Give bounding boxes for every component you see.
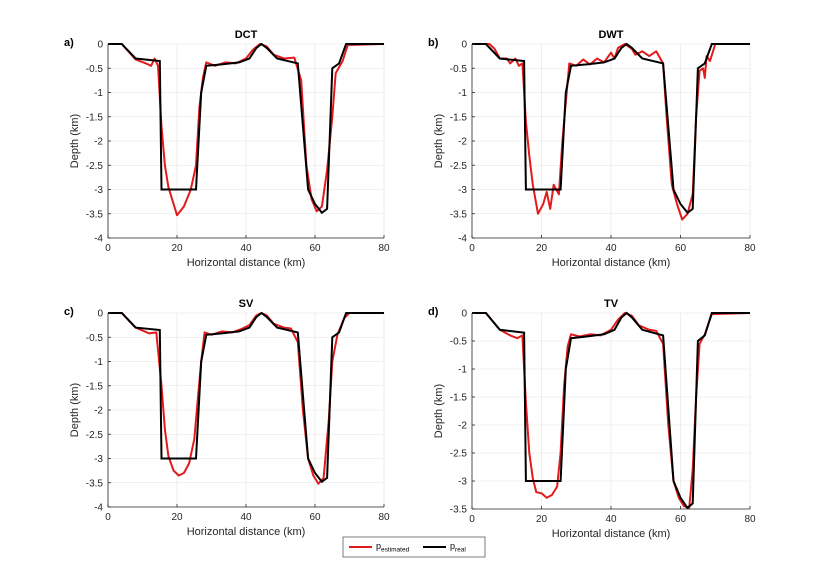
panel-label: c): [64, 306, 74, 318]
y-tick-label: 0: [461, 309, 467, 320]
panel-title: SV: [239, 298, 254, 310]
y-tick-label: -3: [94, 185, 103, 196]
y-tick-label: -2: [94, 406, 103, 417]
x-axis-label: Horizontal distance (km): [187, 257, 306, 269]
panel-label: b): [428, 37, 439, 49]
y-tick-label: -3: [458, 185, 467, 196]
x-tick-label: 20: [171, 243, 183, 254]
y-tick-label: -1.5: [86, 381, 104, 392]
panel-label: a): [64, 37, 74, 49]
x-tick-label: 60: [309, 243, 321, 254]
y-tick-label: -0.5: [86, 64, 104, 75]
panel-title: DWT: [598, 29, 623, 41]
y-tick-label: 0: [461, 40, 467, 51]
x-tick-label: 80: [378, 512, 390, 523]
x-axis-label: Horizontal distance (km): [552, 257, 671, 269]
y-tick-label: -0.5: [86, 333, 104, 344]
panel-label: d): [428, 306, 439, 318]
x-tick-label: 60: [675, 243, 687, 254]
y-tick-label: -1.5: [450, 393, 468, 404]
x-tick-label: 80: [744, 514, 756, 525]
x-tick-label: 60: [309, 512, 321, 523]
x-tick-label: 80: [744, 243, 756, 254]
y-tick-label: -1: [94, 357, 103, 368]
y-tick-label: -2.5: [450, 449, 468, 460]
y-tick-label: -1.5: [86, 112, 104, 123]
y-tick-label: -1: [458, 365, 467, 376]
x-tick-label: 80: [378, 243, 390, 254]
panel-tv: 0 20 40 60 80 0 -0.5 -1 -1.5 -2 -2.5 -3 -3.5 Horizont…: [428, 298, 756, 540]
y-tick-label: -2: [458, 137, 467, 148]
y-tick-label: -4: [94, 503, 103, 514]
x-tick-label: 40: [605, 514, 617, 525]
x-axis-label: Horizontal distance (km): [187, 526, 306, 538]
series-real: [108, 311, 384, 484]
y-tick-label: -4: [458, 234, 467, 245]
x-tick-label: 0: [469, 243, 475, 254]
y-tick-label: -2: [458, 421, 467, 432]
legend-box: [342, 536, 486, 558]
series-real: [108, 42, 384, 215]
panels-container: 0 20 40 60 80 0 -0.5 -1 -1.5 -2 -2.5 -3 -3.5 -4 Horizo…: [64, 29, 756, 540]
x-axis-label: Horizontal distance (km): [552, 528, 671, 540]
series-real: [472, 311, 750, 510]
y-tick-label: -0.5: [450, 64, 468, 75]
x-tick-label: 0: [105, 243, 111, 254]
legend: pestimated preal: [342, 536, 486, 558]
panel-title: TV: [604, 298, 619, 310]
x-tick-label: 0: [105, 512, 111, 523]
x-tick-label: 40: [240, 512, 252, 523]
y-axis-label: Depth (km): [433, 114, 445, 168]
series-real: [472, 42, 750, 215]
panel-dwt: 0 20 40 60 80 0 -0.5 -1 -1.5 -2 -2.5 -3 -3.5 -4 Horizo…: [428, 29, 756, 269]
x-tick-label: 20: [536, 243, 548, 254]
panel-sv: 0 20 40 60 80 0 -0.5 -1 -1.5 -2 -2.5 -3 -3.5 -4 Horizo…: [64, 298, 390, 538]
y-axis-label: Depth (km): [69, 383, 81, 437]
y-tick-label: -3: [94, 454, 103, 465]
y-tick-label: -1.5: [450, 112, 468, 123]
x-tick-label: 40: [605, 243, 617, 254]
legend-label-estimated: pestimated: [376, 541, 410, 554]
y-tick-label: -3.5: [450, 505, 468, 516]
y-tick-label: -2.5: [86, 161, 104, 172]
y-axis-label: Depth (km): [433, 384, 445, 438]
y-tick-label: 0: [97, 40, 103, 51]
y-tick-label: -1: [458, 88, 467, 99]
y-tick-label: -2.5: [86, 430, 104, 441]
y-tick-label: -3.5: [450, 209, 468, 220]
y-tick-label: -3: [458, 477, 467, 488]
y-tick-label: -3.5: [86, 478, 104, 489]
x-tick-label: 40: [240, 243, 252, 254]
y-tick-label: -3.5: [86, 209, 104, 220]
y-tick-label: -0.5: [450, 337, 468, 348]
y-tick-label: 0: [97, 309, 103, 320]
panel-title: DCT: [235, 29, 258, 41]
series-estimated: [108, 312, 384, 485]
x-tick-label: 20: [171, 512, 183, 523]
legend-label-real: preal: [450, 541, 466, 554]
y-tick-label: -2: [94, 137, 103, 148]
y-tick-label: -2.5: [450, 161, 468, 172]
panel-dct: 0 20 40 60 80 0 -0.5 -1 -1.5 -2 -2.5 -3 -3.5 -4 Horizo…: [64, 29, 390, 269]
x-tick-label: 60: [675, 514, 687, 525]
y-axis-label: Depth (km): [69, 114, 81, 168]
x-tick-label: 0: [469, 514, 475, 525]
x-tick-label: 20: [536, 514, 548, 525]
y-tick-label: -4: [94, 234, 103, 245]
y-tick-label: -1: [94, 88, 103, 99]
